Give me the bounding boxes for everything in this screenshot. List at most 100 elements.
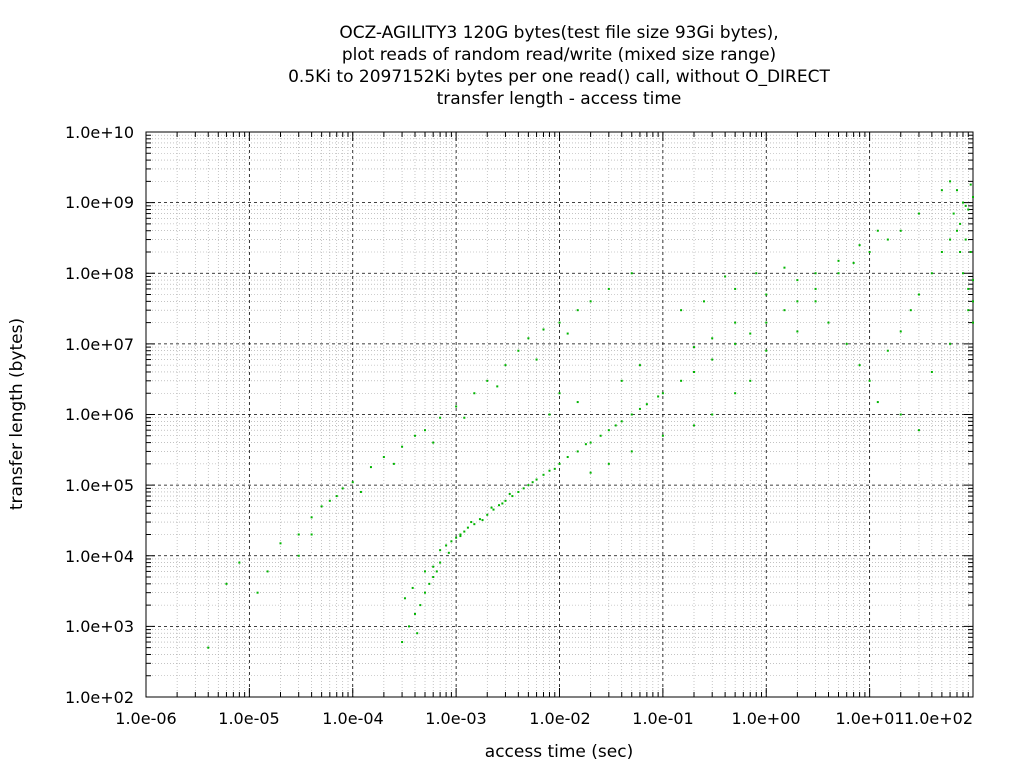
data-point (407, 625, 410, 628)
data-point (310, 533, 313, 536)
data-point (419, 604, 422, 607)
data-point (711, 358, 714, 361)
data-point (837, 272, 840, 275)
data-point (967, 208, 970, 211)
data-point (814, 300, 817, 303)
data-point (749, 379, 752, 382)
chart-title: OCZ-AGILITY3 120G bytes(test file size 9… (288, 23, 830, 109)
data-point (657, 395, 660, 398)
data-point (279, 542, 282, 545)
data-point (827, 321, 830, 324)
data-point (473, 392, 476, 395)
data-point (967, 309, 970, 312)
data-point (961, 272, 964, 275)
data-point (463, 416, 466, 419)
data-point (765, 349, 768, 352)
data-point (886, 238, 889, 241)
data-point (473, 523, 476, 526)
data-point (876, 229, 879, 232)
x-tick-label: 1.0e+02 (904, 709, 973, 728)
data-point (607, 287, 610, 290)
title-line-4: transfer length - access time (437, 89, 682, 109)
data-point (589, 471, 592, 474)
data-point (576, 309, 579, 312)
data-point (909, 309, 912, 312)
data-point (428, 582, 431, 585)
data-point (558, 392, 561, 395)
data-point (517, 349, 520, 352)
data-point (858, 364, 861, 367)
data-point (266, 570, 269, 573)
data-point (490, 506, 493, 509)
data-point (969, 250, 972, 253)
data-point (463, 530, 466, 533)
data-point (940, 189, 943, 192)
data-point (917, 212, 920, 215)
data-point (930, 272, 933, 275)
data-point (607, 429, 610, 432)
y-tick-label: 1.0e+02 (65, 688, 134, 707)
data-point (868, 250, 871, 253)
data-point (445, 544, 448, 547)
data-point (972, 321, 974, 324)
data-point (297, 533, 300, 536)
data-point (455, 405, 458, 408)
title-line-1: OCZ-AGILITY3 120G bytes(test file size 9… (339, 23, 778, 43)
data-point (341, 487, 344, 490)
data-point (917, 293, 920, 296)
data-point (703, 300, 706, 303)
data-point (450, 540, 453, 543)
data-point (432, 576, 435, 579)
data-point (486, 513, 489, 516)
y-tick-label: 1.0e+08 (65, 264, 134, 283)
data-point (899, 229, 902, 232)
data-point (967, 287, 970, 290)
data-point (972, 196, 974, 199)
data-point (852, 261, 855, 264)
data-point (876, 401, 879, 404)
data-point (439, 561, 442, 564)
data-point (952, 212, 955, 215)
data-point (576, 401, 579, 404)
major-grid (145, 131, 974, 698)
data-point (459, 535, 462, 538)
data-point (630, 272, 633, 275)
data-point (868, 379, 871, 382)
data-point (558, 321, 561, 324)
data-point (734, 321, 737, 324)
data-point (310, 516, 313, 519)
data-point (959, 250, 962, 253)
data-point (527, 484, 530, 487)
data-point (455, 536, 458, 539)
data-point (496, 385, 499, 388)
data-point (917, 429, 920, 432)
data-point (504, 364, 507, 367)
x-tick-labels: 1.0e-06 1.0e-05 1.0e-04 1.0e-03 1.0e-02 … (115, 709, 973, 728)
data-point (620, 379, 623, 382)
data-point (692, 370, 695, 373)
x-tick-label: 1.0e+01 (835, 709, 904, 728)
data-point (638, 407, 641, 410)
data-point (566, 456, 569, 459)
data-point (599, 434, 602, 437)
data-point (796, 330, 799, 333)
y-tick-label: 1.0e+05 (65, 476, 134, 495)
data-point (814, 272, 817, 275)
data-point (930, 370, 933, 373)
data-point (403, 597, 406, 600)
data-point (964, 204, 967, 207)
data-point (401, 445, 404, 448)
data-point (858, 244, 861, 247)
data-point (481, 519, 484, 522)
data-point (432, 565, 435, 568)
data-point (638, 364, 641, 367)
data-point (328, 499, 331, 502)
data-point (589, 300, 592, 303)
data-point (392, 462, 395, 465)
data-point (435, 570, 438, 573)
y-tick-label: 1.0e+03 (65, 617, 134, 636)
data-point (459, 533, 462, 536)
data-points (207, 180, 974, 649)
data-point (961, 201, 964, 204)
data-point (661, 434, 664, 437)
